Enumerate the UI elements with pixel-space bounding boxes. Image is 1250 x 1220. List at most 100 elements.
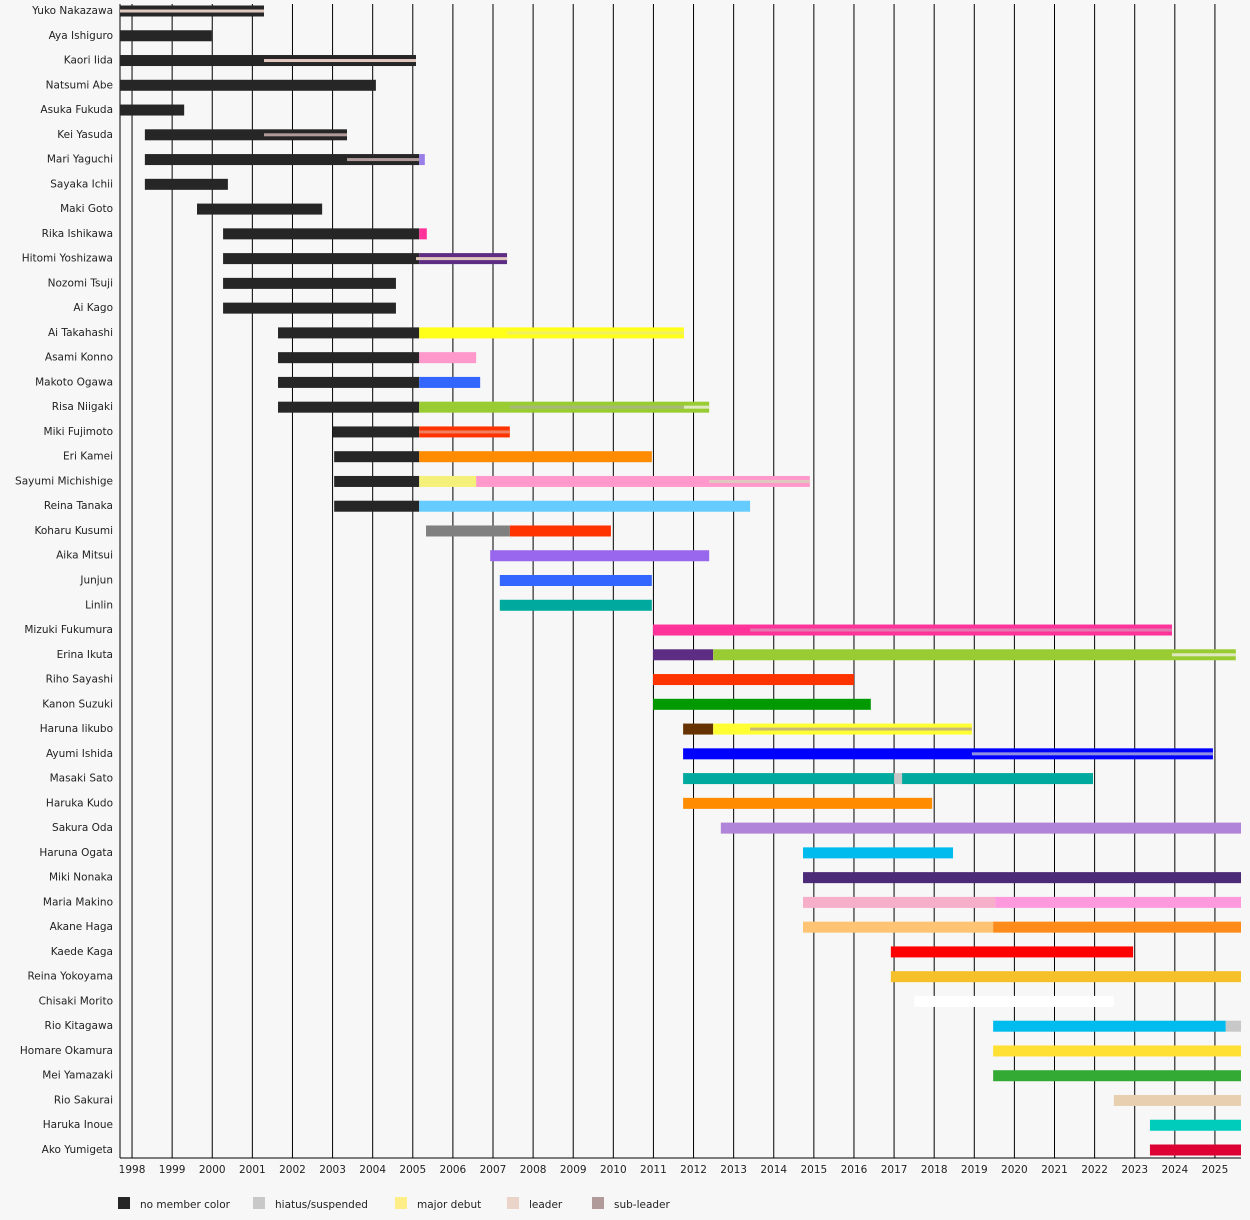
legend-swatch xyxy=(395,1197,407,1209)
segment xyxy=(223,302,396,314)
x-tick-label: 2000 xyxy=(199,1164,226,1176)
segment xyxy=(713,649,1236,661)
segment xyxy=(278,401,420,413)
segment xyxy=(683,748,1213,760)
segment xyxy=(803,847,954,859)
role-line xyxy=(683,405,710,409)
x-tick-label: 2018 xyxy=(921,1164,948,1176)
row-label: Sayumi Michishige xyxy=(15,475,113,487)
segment xyxy=(683,723,714,735)
x-tick-label: 2009 xyxy=(560,1164,587,1176)
x-tick-label: 2021 xyxy=(1041,1164,1068,1176)
x-tick-label: 2004 xyxy=(359,1164,386,1176)
row-label: Miki Fujimoto xyxy=(44,426,113,438)
row-label: Aika Mitsui xyxy=(56,550,113,562)
row-label: Miki Nonaka xyxy=(49,872,113,884)
x-tick-label: 1998 xyxy=(119,1164,146,1176)
segment xyxy=(683,797,933,809)
segment xyxy=(803,872,1241,884)
segment xyxy=(683,773,895,785)
segment xyxy=(144,129,348,141)
legend-label: no member color xyxy=(140,1199,231,1211)
x-tick-label: 2002 xyxy=(279,1164,306,1176)
x-tick-label: 2008 xyxy=(520,1164,547,1176)
row-label: Sayaka Ichii xyxy=(50,178,113,190)
segment xyxy=(120,104,185,116)
row-label: Kaori Iida xyxy=(64,55,113,67)
segment xyxy=(499,599,652,611)
x-tick-label: 2022 xyxy=(1081,1164,1108,1176)
segment xyxy=(1149,1119,1241,1131)
role-line xyxy=(507,331,684,335)
x-tick-label: 2016 xyxy=(841,1164,868,1176)
segment xyxy=(197,203,323,215)
segment xyxy=(334,451,420,463)
x-tick-label: 2020 xyxy=(1001,1164,1028,1176)
row-label: Hitomi Yoshizawa xyxy=(22,253,113,265)
segment xyxy=(499,575,652,586)
role-line xyxy=(347,158,420,162)
row-label: Makoto Ogawa xyxy=(35,376,113,388)
segment xyxy=(419,228,427,240)
row-label: Reina Yokoyama xyxy=(27,971,113,983)
row-label: Haruka Kudo xyxy=(46,797,113,809)
x-tick-label: 2017 xyxy=(881,1164,908,1176)
segment xyxy=(993,1020,1226,1032)
row-label: Homare Okamura xyxy=(20,1045,113,1057)
x-tick-label: 2023 xyxy=(1121,1164,1148,1176)
x-tick-label: 2012 xyxy=(680,1164,707,1176)
segment xyxy=(914,995,1114,1007)
row-label: Eri Kamei xyxy=(63,451,113,463)
row-label: Linlin xyxy=(85,599,113,611)
row-label: Koharu Kusumi xyxy=(35,525,113,537)
row-label: Rio Kitagawa xyxy=(45,1020,113,1032)
row-label: Yuko Nakazawa xyxy=(31,5,113,17)
row-label: Rika Ishikawa xyxy=(42,228,113,240)
row-label: Junjun xyxy=(79,575,113,587)
segment xyxy=(490,550,710,562)
row-label: Ako Yumigeta xyxy=(42,1144,113,1156)
segment xyxy=(803,921,994,933)
segment xyxy=(890,946,1134,958)
row-label: Rio Sakurai xyxy=(54,1094,113,1106)
row-label: Ai Kago xyxy=(73,302,113,314)
x-tick-label: 2015 xyxy=(800,1164,827,1176)
segment xyxy=(223,228,420,240)
x-tick-label: 2007 xyxy=(480,1164,507,1176)
row-label: Haruna Ogata xyxy=(39,847,113,859)
segment xyxy=(803,896,996,908)
segment xyxy=(902,773,1094,785)
segment xyxy=(993,1045,1241,1057)
segment xyxy=(653,674,854,686)
x-tick-label: 2024 xyxy=(1161,1164,1188,1176)
legend-label: leader xyxy=(529,1199,563,1211)
segment xyxy=(419,154,425,166)
role-line xyxy=(971,752,1213,756)
segment xyxy=(720,822,1241,834)
segment xyxy=(332,426,420,438)
role-line xyxy=(263,59,416,63)
role-line xyxy=(263,133,348,137)
segment xyxy=(993,921,1241,933)
x-tick-label: 2005 xyxy=(399,1164,426,1176)
role-line xyxy=(709,479,810,483)
x-tick-label: 2006 xyxy=(440,1164,467,1176)
row-label: Maria Makino xyxy=(43,896,113,908)
segment xyxy=(995,896,1241,908)
row-label: Akane Haga xyxy=(50,921,113,933)
role-line xyxy=(120,9,264,13)
segment xyxy=(419,500,751,512)
segment xyxy=(419,451,652,463)
role-line xyxy=(509,405,684,409)
x-tick-label: 2014 xyxy=(760,1164,787,1176)
segment xyxy=(144,178,228,190)
segment xyxy=(509,525,611,537)
segment xyxy=(334,475,420,487)
x-tick-label: 2013 xyxy=(720,1164,747,1176)
role-line xyxy=(415,257,508,261)
row-label: Natsumi Abe xyxy=(46,79,113,91)
row-label: Maki Goto xyxy=(60,203,113,215)
row-label: Mari Yaguchi xyxy=(47,154,113,166)
segment xyxy=(278,352,420,364)
